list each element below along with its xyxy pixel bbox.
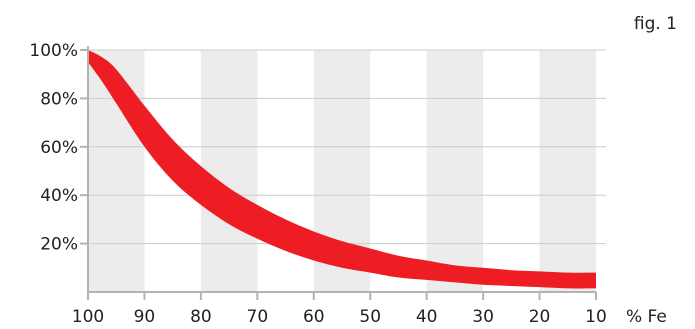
grid-band [426,50,484,292]
series-layer [88,50,596,289]
x-tick-label: 90 [134,307,156,327]
x-tick-label: 60 [303,307,325,327]
axes [87,46,596,293]
y-tick-label: 20% [40,235,78,255]
x-tick-label: 10 [585,307,607,327]
grid-band [539,50,596,292]
x-tick-label: 70 [247,307,269,327]
series-band [88,50,596,289]
grid-band [200,50,258,292]
y-tick-label: 80% [40,89,78,109]
x-tick-label: 20 [529,307,551,327]
y-axis-ticks: 20% 40% 60% 80% 100% [29,41,88,255]
x-axis-label: % Fe [626,307,667,327]
x-tick-label: 40 [416,307,438,327]
figure-annotation: fig. 1 [634,14,677,34]
x-tick-label: 80 [190,307,212,327]
x-tick-label: 50 [359,307,381,327]
y-tick-label: 40% [40,186,78,206]
y-tick-label: 60% [40,138,78,158]
x-axis-ticks: 100 90 80 70 60 50 40 30 20 10 [72,292,607,327]
y-tick-label: 100% [29,41,78,61]
x-tick-label: 100 [72,307,104,327]
x-tick-label: 30 [472,307,494,327]
background-bands [88,50,596,292]
